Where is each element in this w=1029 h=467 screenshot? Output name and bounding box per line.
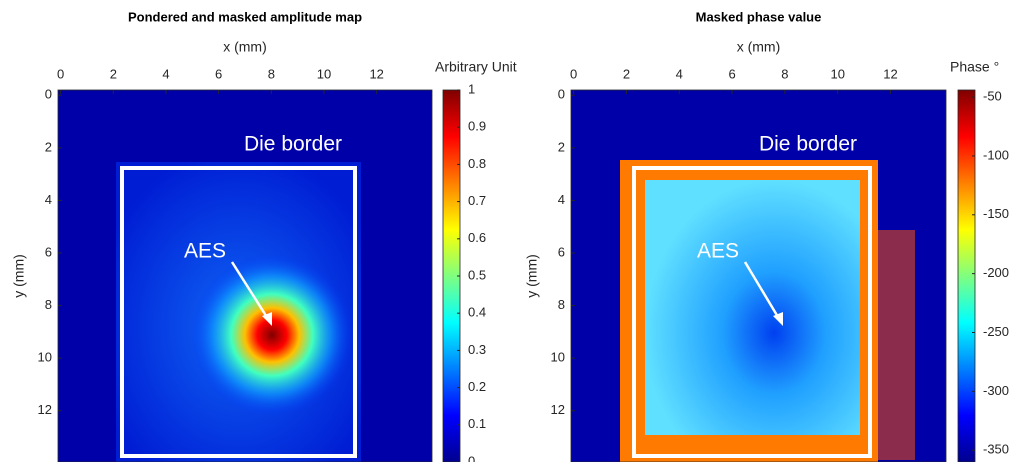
colorbar-tick-label: -100 — [983, 147, 1009, 162]
colorbar-tick-label: 0.8 — [468, 156, 486, 171]
colorbar-label: Arbitrary Unit — [435, 59, 517, 75]
x-tick-label: 6 — [215, 66, 222, 81]
colorbar-tick-label: 0.1 — [468, 416, 486, 431]
colorbar-tick-label: 0.9 — [468, 119, 486, 134]
colorbar-tick-label: 0.4 — [468, 305, 486, 320]
y-tick-label: 2 — [558, 139, 565, 154]
y-tick-label: 2 — [45, 139, 52, 154]
colorbar-tick-label: -150 — [983, 206, 1009, 221]
y-tick-label: 4 — [45, 192, 52, 207]
colorbar-tick-label: 0.2 — [468, 379, 486, 394]
colorbar-tick-label: -350 — [983, 442, 1009, 457]
y-tick-label: 6 — [558, 244, 565, 259]
y-tick-label: 8 — [45, 297, 52, 312]
chart-title: Masked phase value — [696, 9, 822, 24]
annotation: Die border — [244, 133, 342, 156]
colorbar-label: Phase ° — [950, 59, 999, 75]
x-tick-label: 10 — [317, 66, 331, 81]
colorbar-tick-label: -250 — [983, 324, 1009, 339]
y-tick-label: 0 — [45, 87, 52, 102]
colorbar — [957, 89, 976, 463]
colorbar-tick-label: 0.7 — [468, 193, 486, 208]
x-tick-label: 12 — [369, 66, 383, 81]
colorbar-tick-label: 0.6 — [468, 230, 486, 245]
annotation: AES — [184, 240, 226, 263]
y-axis-label: y (mm) — [11, 254, 27, 298]
amplitude-map — [58, 90, 432, 462]
y-tick-label: 12 — [551, 402, 565, 417]
chart-title: Pondered and masked amplitude map — [128, 9, 362, 24]
y-axis-label: y (mm) — [524, 254, 540, 298]
x-tick-label: 0 — [57, 66, 64, 81]
y-tick-label: 6 — [45, 244, 52, 259]
colorbar-tick-label: 0.3 — [468, 342, 486, 357]
x-tick-label: 8 — [781, 66, 788, 81]
phase-map — [571, 90, 946, 462]
x-tick-label: 2 — [110, 66, 117, 81]
y-tick-label: 0 — [558, 87, 565, 102]
colorbar-tick-label: -50 — [983, 89, 1002, 104]
y-tick-label: 8 — [558, 297, 565, 312]
colorbar-tick-label: 0.5 — [468, 267, 486, 282]
x-tick-label: 12 — [883, 66, 897, 81]
x-tick-label: 10 — [830, 66, 844, 81]
annotation: Die border — [759, 133, 857, 156]
x-tick-label: 4 — [676, 66, 683, 81]
annotation: AES — [697, 240, 739, 263]
x-tick-label: 2 — [623, 66, 630, 81]
colorbar-tick-label: 1 — [468, 81, 475, 96]
x-tick-label: 4 — [162, 66, 169, 81]
y-tick-label: 4 — [558, 192, 565, 207]
x-axis-label: x (mm) — [737, 39, 781, 55]
x-axis-label: x (mm) — [223, 39, 267, 55]
x-tick-label: 6 — [728, 66, 735, 81]
colorbar-tick-label: 0 — [468, 453, 475, 462]
y-tick-label: 12 — [38, 402, 52, 417]
colorbar-tick-label: -300 — [983, 383, 1009, 398]
colorbar-tick-label: -200 — [983, 265, 1009, 280]
x-tick-label: 8 — [268, 66, 275, 81]
x-tick-label: 0 — [570, 66, 577, 81]
y-tick-label: 10 — [38, 350, 52, 365]
y-tick-label: 10 — [551, 350, 565, 365]
